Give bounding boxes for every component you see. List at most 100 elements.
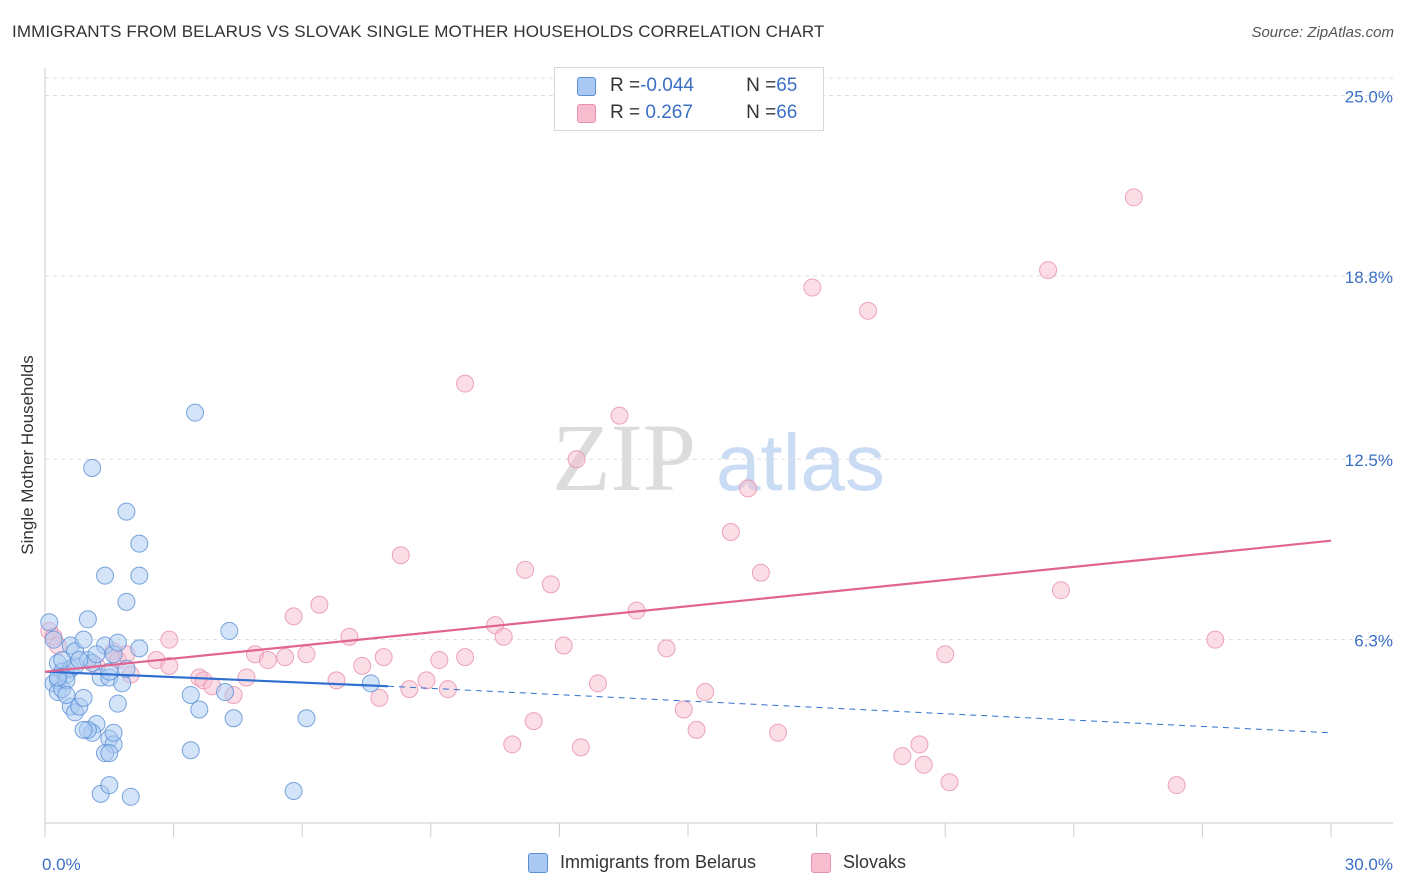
bottom-legend-swatch-belarus — [528, 852, 548, 873]
belarus-trend-extension — [387, 685, 1332, 734]
slovak-point — [567, 450, 586, 469]
belarus-point — [121, 787, 140, 806]
slovak-point — [391, 546, 410, 565]
y-axis-label: Single Mother Households — [18, 355, 37, 555]
x-tick-label-min: 0.0% — [42, 855, 81, 874]
slovak-point — [910, 735, 929, 754]
legend-n-label: N = — [746, 102, 777, 123]
belarus-point — [130, 639, 149, 658]
belarus-point — [220, 621, 239, 640]
slovak-point — [340, 627, 359, 646]
belarus-point — [100, 662, 119, 681]
slovak-point — [456, 374, 475, 393]
slovak-point — [297, 645, 316, 664]
slovak-point — [327, 671, 346, 690]
slovak-point — [914, 755, 933, 774]
slovak-point — [657, 639, 676, 658]
slovak-point — [417, 671, 436, 690]
legend-swatch-belarus — [577, 76, 596, 96]
slovak-point — [803, 278, 822, 297]
slovak-point — [721, 522, 740, 541]
belarus-point — [130, 534, 149, 553]
slovak-point — [940, 773, 959, 792]
slovak-point — [696, 683, 715, 702]
belarus-point — [186, 403, 205, 422]
legend-r-value-slovak: 0.267 — [640, 102, 693, 123]
belarus-point — [181, 685, 200, 704]
slovak-point — [258, 651, 277, 670]
belarus-point — [53, 651, 72, 670]
slovak-point — [936, 645, 955, 664]
slovak-point — [588, 674, 607, 693]
bottom-legend-swatch-slovak — [811, 852, 831, 873]
slovak-point — [276, 648, 295, 667]
slovak-point — [400, 680, 419, 699]
slovak-point — [674, 700, 693, 719]
belarus-point — [100, 776, 119, 795]
belarus-point — [44, 630, 63, 649]
belarus-point — [104, 723, 123, 742]
slovak-point — [160, 656, 179, 675]
belarus-point — [40, 613, 59, 632]
legend-swatch-slovak — [577, 103, 596, 123]
belarus-point — [57, 685, 76, 704]
belarus-point — [284, 781, 303, 800]
tick-labels: 25.0% 18.8% 12.5% 6.3% 0.0% 30.0% — [42, 87, 1393, 874]
belarus-point — [83, 458, 102, 477]
trend-lines — [44, 539, 1332, 734]
bottom-legend: Immigrants from Belarus Slovaks — [0, 852, 1406, 878]
slovak-point — [1167, 776, 1186, 795]
watermark: ZIP atlas — [552, 404, 885, 511]
belarus-point — [130, 566, 149, 585]
slovak-point — [1206, 630, 1225, 649]
belarus-point — [78, 610, 97, 629]
slovak-point — [430, 651, 449, 670]
slovak-point — [524, 712, 543, 731]
slovak-point — [769, 723, 788, 742]
slovak-point — [893, 747, 912, 766]
belarus-point — [181, 741, 200, 760]
belarus-point — [297, 709, 316, 728]
bottom-legend-belarus: Immigrants from Belarus — [528, 852, 756, 873]
slovak-point — [160, 630, 179, 649]
belarus-point — [87, 645, 106, 664]
legend-r-label: R = — [610, 102, 641, 123]
belarus-point — [74, 630, 93, 649]
stats-legend: R = -0.044 N = 65 R = 0.267 N = 66 — [554, 67, 824, 131]
source-label: Source: ZipAtlas.com — [1251, 24, 1394, 41]
slovak-point — [1039, 261, 1058, 280]
y-tick-label: 25.0% — [1345, 87, 1393, 106]
belarus-point — [361, 674, 380, 693]
slovak-point — [310, 595, 329, 614]
bottom-legend-slovak: Slovaks — [811, 852, 906, 873]
legend-n-value-slovak: 66 — [776, 102, 798, 123]
belarus-point — [224, 709, 243, 728]
legend-n-label: N = — [746, 75, 777, 96]
belarus-points — [40, 403, 380, 806]
slovak-point — [739, 479, 758, 498]
legend-r-label: R = — [610, 75, 641, 96]
belarus-point — [74, 720, 93, 739]
legend-row-belarus: R = -0.044 N = 65 — [577, 75, 797, 97]
y-tick-label: 12.5% — [1345, 451, 1393, 470]
x-tick-label-max: 30.0% — [1345, 855, 1393, 874]
belarus-point — [117, 502, 136, 521]
y-tick-label: 18.8% — [1345, 268, 1393, 287]
belarus-point — [117, 592, 136, 611]
belarus-point — [96, 566, 115, 585]
axes — [44, 68, 1393, 837]
belarus-point — [74, 688, 93, 707]
slovak-point — [610, 406, 629, 425]
slovak-point — [516, 560, 535, 579]
belarus-point — [100, 744, 119, 763]
y-tick-label: 6.3% — [1354, 632, 1393, 651]
slovak-point — [554, 636, 573, 655]
slovak-point — [1124, 188, 1143, 207]
slovak-point — [374, 648, 393, 667]
belarus-point — [108, 694, 127, 713]
legend-row-slovak: R = 0.267 N = 66 — [577, 102, 797, 124]
slovak-point — [571, 738, 590, 757]
slovak-point — [494, 627, 513, 646]
belarus-point — [108, 633, 127, 652]
bottom-legend-label-slovak: Slovaks — [843, 852, 907, 872]
